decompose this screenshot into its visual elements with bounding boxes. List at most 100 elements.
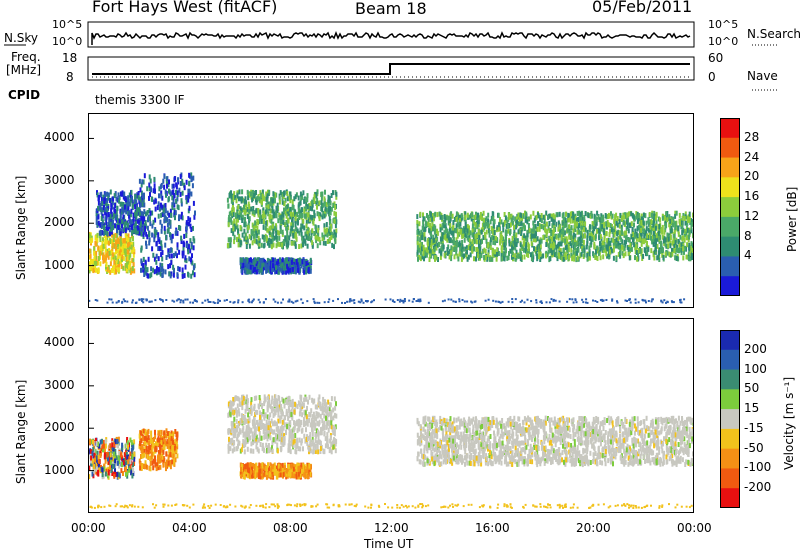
power-echo-cell xyxy=(599,226,602,232)
power-echo-cell xyxy=(250,194,253,200)
power-echo-cell xyxy=(552,298,555,301)
power-echo-cell xyxy=(470,216,473,222)
power-echo-cell xyxy=(431,222,434,228)
power-echo-cell xyxy=(457,242,460,248)
power-echo-cell xyxy=(543,214,546,220)
power-echo-cell xyxy=(484,235,487,241)
power-echo-cell xyxy=(449,216,452,222)
power-echo-cell xyxy=(112,225,115,231)
power-echo-cell xyxy=(652,222,655,228)
power-echo-cell xyxy=(187,192,190,198)
velocity-echo-cell xyxy=(97,441,100,447)
power-echo-cell xyxy=(498,222,501,228)
power-echo-cell xyxy=(140,247,143,253)
power-echo-cell xyxy=(507,300,510,303)
power-echo-cell xyxy=(433,246,436,252)
velocity-echo-cell xyxy=(162,459,165,465)
power-echo-cell xyxy=(107,212,110,217)
power-echo-cell xyxy=(330,193,333,198)
power-echo-cell xyxy=(674,221,677,227)
power-echo-cell xyxy=(576,255,579,261)
power-echo-cell xyxy=(278,215,281,221)
power-echo-cell xyxy=(471,232,474,238)
power-echo-cell xyxy=(489,237,492,243)
power-echo-cell xyxy=(596,245,599,251)
power-echo-cell xyxy=(329,210,332,216)
power-echo-cell xyxy=(142,256,145,262)
power-echo-cell xyxy=(236,193,239,199)
power-echo-cell xyxy=(419,256,422,262)
power-echo-cell xyxy=(461,239,464,245)
power-echo-cell xyxy=(517,253,520,259)
power-echo-cell xyxy=(553,243,556,249)
power-echo-cell xyxy=(574,241,577,247)
power-echo-cell xyxy=(116,197,119,203)
velocity-echo-cell xyxy=(133,439,136,445)
power-echo-cell xyxy=(497,226,500,232)
power-echo-cell xyxy=(526,233,529,239)
power-echo-cell xyxy=(142,262,145,268)
power-echo-cell xyxy=(112,265,115,270)
power-echo-cell xyxy=(669,240,672,246)
power-echo-cell xyxy=(185,233,188,238)
power-echo-cell xyxy=(185,258,188,264)
power-echo-cell xyxy=(599,217,602,223)
power-echo-cell xyxy=(480,229,483,235)
power-echo-cell xyxy=(595,248,597,254)
power-echo-cell xyxy=(577,247,580,253)
power-echo-cell xyxy=(295,258,298,264)
power-echo-cell xyxy=(281,257,284,263)
power-echo-cell xyxy=(117,224,120,230)
power-echo-cell xyxy=(119,201,122,207)
power-echo-cell xyxy=(259,209,262,215)
power-echo-cell xyxy=(190,257,192,263)
power-echo-cell xyxy=(506,255,509,261)
power-echo-cell xyxy=(452,225,455,231)
power-echo-cell xyxy=(252,261,255,267)
power-echo-cell xyxy=(521,299,523,302)
power-echo-cell xyxy=(511,301,514,304)
power-echo-cell xyxy=(321,236,324,241)
power-echo-cell xyxy=(285,220,288,225)
power-echo-cell xyxy=(293,264,296,270)
power-echo-cell xyxy=(349,298,352,301)
power-echo-cell xyxy=(166,210,169,216)
power-echo-cell xyxy=(651,212,653,218)
power-echo-cell xyxy=(180,211,183,217)
power-echo-cell xyxy=(593,226,595,232)
power-echo-cell xyxy=(229,300,232,303)
power-echo-cell xyxy=(250,235,253,241)
power-echo-cell xyxy=(329,236,331,242)
power-echo-cell xyxy=(530,256,533,262)
power-echo-cell xyxy=(473,256,475,262)
power-echo-cell xyxy=(523,301,526,304)
power-echo-cell xyxy=(318,216,321,222)
power-echo-cell xyxy=(290,259,293,265)
power-echo-cell xyxy=(254,238,257,244)
power-echo-cell xyxy=(545,210,548,216)
power-echo-cell xyxy=(327,206,330,212)
power-echo-cell xyxy=(274,257,277,263)
power-echo-cell xyxy=(173,193,175,199)
power-echo-cell xyxy=(120,241,123,247)
power-echo-cell xyxy=(629,242,632,248)
power-echo-cell xyxy=(106,208,109,214)
power-echo-cell xyxy=(672,216,675,222)
power-echo-cell xyxy=(157,232,160,238)
velocity-echo-cell xyxy=(100,466,103,472)
power-echo-cell xyxy=(486,256,489,262)
power-echo-cell xyxy=(466,228,469,234)
power-echo-cell xyxy=(185,195,188,201)
power-echo-cell xyxy=(282,298,284,301)
velocity-echo-cell xyxy=(152,465,155,471)
power-echo-cell xyxy=(178,225,180,230)
power-echo-cell xyxy=(253,233,256,239)
power-echo-cell xyxy=(618,230,621,236)
power-echo-cell xyxy=(106,198,109,203)
velocity-echo-cell xyxy=(112,454,115,460)
power-echo-cell xyxy=(230,198,233,204)
power-echo-cell xyxy=(337,298,339,301)
power-echo-cell xyxy=(635,214,638,220)
power-echo-cell xyxy=(264,225,267,231)
power-echo-cell xyxy=(135,199,138,205)
